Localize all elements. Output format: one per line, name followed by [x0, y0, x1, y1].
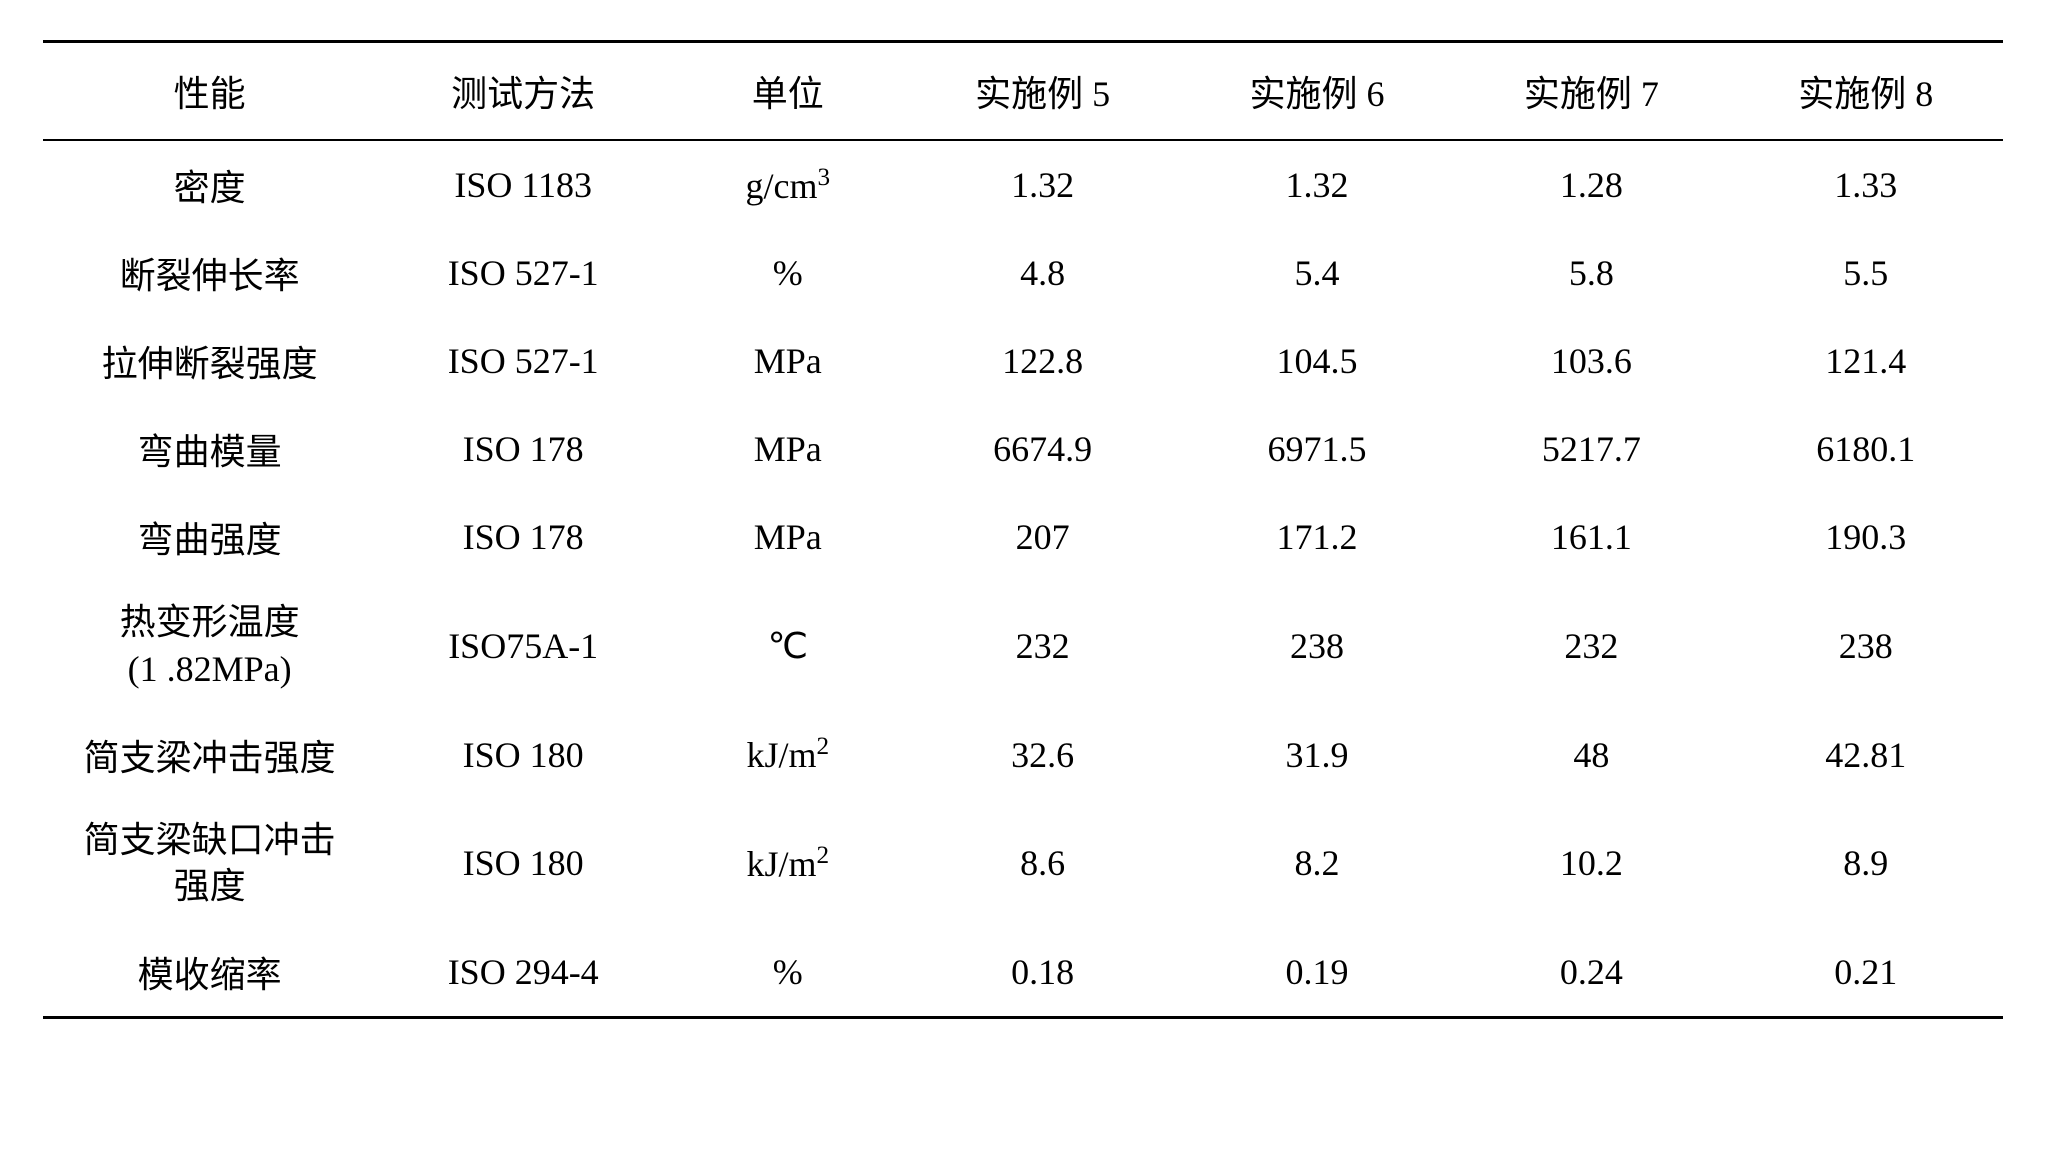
- cell-unit: kJ/m2: [670, 711, 905, 799]
- cell-method: ISO 294-4: [376, 928, 670, 1018]
- cell-property: 密度: [43, 140, 376, 229]
- table-row: 模收缩率ISO 294-4%0.180.190.240.21: [43, 928, 2003, 1018]
- table-row: 拉伸断裂强度ISO 527-1MPa122.8104.5103.6121.4: [43, 317, 2003, 405]
- cell-ex5: 4.8: [905, 229, 1179, 317]
- cell-ex8: 1.33: [1729, 140, 2003, 229]
- cell-ex5: 6674.9: [905, 405, 1179, 493]
- property-line-1: 简支梁缺口冲击: [53, 817, 366, 864]
- cell-unit: MPa: [670, 405, 905, 493]
- cell-ex6: 1.32: [1180, 140, 1454, 229]
- cell-ex7: 5.8: [1454, 229, 1728, 317]
- cell-ex5: 32.6: [905, 711, 1179, 799]
- cell-method: ISO 527-1: [376, 229, 670, 317]
- cell-method: ISO 527-1: [376, 317, 670, 405]
- cell-property: 简支梁冲击强度: [43, 711, 376, 799]
- cell-unit: ℃: [670, 581, 905, 711]
- cell-ex7: 1.28: [1454, 140, 1728, 229]
- table-row: 简支梁冲击强度ISO 180kJ/m232.631.94842.81: [43, 711, 2003, 799]
- header-example-8: 实施例 8: [1729, 42, 2003, 141]
- cell-ex8: 5.5: [1729, 229, 2003, 317]
- cell-unit: MPa: [670, 493, 905, 581]
- header-property: 性能: [43, 42, 376, 141]
- cell-ex8: 121.4: [1729, 317, 2003, 405]
- cell-ex8: 190.3: [1729, 493, 2003, 581]
- cell-ex8: 8.9: [1729, 799, 2003, 929]
- material-properties-table: 性能 测试方法 单位 实施例 5 实施例 6 实施例 7 实施例 8 密度ISO…: [43, 40, 2003, 1019]
- cell-ex5: 0.18: [905, 928, 1179, 1018]
- cell-ex5: 8.6: [905, 799, 1179, 929]
- cell-property: 断裂伸长率: [43, 229, 376, 317]
- table-header: 性能 测试方法 单位 实施例 5 实施例 6 实施例 7 实施例 8: [43, 42, 2003, 141]
- cell-ex6: 171.2: [1180, 493, 1454, 581]
- cell-ex7: 0.24: [1454, 928, 1728, 1018]
- cell-unit: %: [670, 229, 905, 317]
- cell-ex5: 1.32: [905, 140, 1179, 229]
- header-example-7: 实施例 7: [1454, 42, 1728, 141]
- cell-ex7: 48: [1454, 711, 1728, 799]
- header-example-6: 实施例 6: [1180, 42, 1454, 141]
- cell-method: ISO 178: [376, 493, 670, 581]
- cell-ex8: 0.21: [1729, 928, 2003, 1018]
- cell-ex5: 207: [905, 493, 1179, 581]
- header-example-5: 实施例 5: [905, 42, 1179, 141]
- cell-ex7: 103.6: [1454, 317, 1728, 405]
- cell-ex6: 0.19: [1180, 928, 1454, 1018]
- header-row: 性能 测试方法 单位 实施例 5 实施例 6 实施例 7 实施例 8: [43, 42, 2003, 141]
- cell-ex6: 6971.5: [1180, 405, 1454, 493]
- cell-ex6: 238: [1180, 581, 1454, 711]
- table-row: 简支梁缺口冲击强度ISO 180kJ/m28.68.210.28.9: [43, 799, 2003, 929]
- cell-property: 弯曲模量: [43, 405, 376, 493]
- cell-property: 拉伸断裂强度: [43, 317, 376, 405]
- cell-ex5: 122.8: [905, 317, 1179, 405]
- cell-ex7: 161.1: [1454, 493, 1728, 581]
- cell-property: 简支梁缺口冲击强度: [43, 799, 376, 929]
- cell-ex8: 42.81: [1729, 711, 2003, 799]
- table-body: 密度ISO 1183g/cm31.321.321.281.33断裂伸长率ISO …: [43, 140, 2003, 1018]
- cell-method: ISO 180: [376, 799, 670, 929]
- cell-ex6: 5.4: [1180, 229, 1454, 317]
- cell-unit: kJ/m2: [670, 799, 905, 929]
- header-unit: 单位: [670, 42, 905, 141]
- cell-property: 弯曲强度: [43, 493, 376, 581]
- table-row: 弯曲模量ISO 178MPa6674.96971.55217.76180.1: [43, 405, 2003, 493]
- cell-property: 模收缩率: [43, 928, 376, 1018]
- material-properties-table-container: 性能 测试方法 单位 实施例 5 实施例 6 实施例 7 实施例 8 密度ISO…: [43, 40, 2003, 1019]
- cell-method: ISO 178: [376, 405, 670, 493]
- cell-ex5: 232: [905, 581, 1179, 711]
- header-method: 测试方法: [376, 42, 670, 141]
- property-line-2: (1 .82MPa): [53, 646, 366, 693]
- cell-ex7: 232: [1454, 581, 1728, 711]
- cell-ex7: 5217.7: [1454, 405, 1728, 493]
- table-row: 断裂伸长率ISO 527-1%4.85.45.85.5: [43, 229, 2003, 317]
- cell-ex8: 6180.1: [1729, 405, 2003, 493]
- cell-ex8: 238: [1729, 581, 2003, 711]
- cell-method: ISO 1183: [376, 140, 670, 229]
- property-line-2: 强度: [53, 863, 366, 910]
- table-row: 密度ISO 1183g/cm31.321.321.281.33: [43, 140, 2003, 229]
- cell-ex6: 31.9: [1180, 711, 1454, 799]
- cell-unit: %: [670, 928, 905, 1018]
- cell-ex7: 10.2: [1454, 799, 1728, 929]
- property-line-1: 热变形温度: [53, 599, 366, 646]
- table-row: 弯曲强度ISO 178MPa207171.2161.1190.3: [43, 493, 2003, 581]
- cell-method: ISO75A-1: [376, 581, 670, 711]
- table-row: 热变形温度(1 .82MPa)ISO75A-1℃232238232238: [43, 581, 2003, 711]
- cell-ex6: 104.5: [1180, 317, 1454, 405]
- cell-unit: MPa: [670, 317, 905, 405]
- cell-unit: g/cm3: [670, 140, 905, 229]
- cell-property: 热变形温度(1 .82MPa): [43, 581, 376, 711]
- cell-method: ISO 180: [376, 711, 670, 799]
- cell-ex6: 8.2: [1180, 799, 1454, 929]
